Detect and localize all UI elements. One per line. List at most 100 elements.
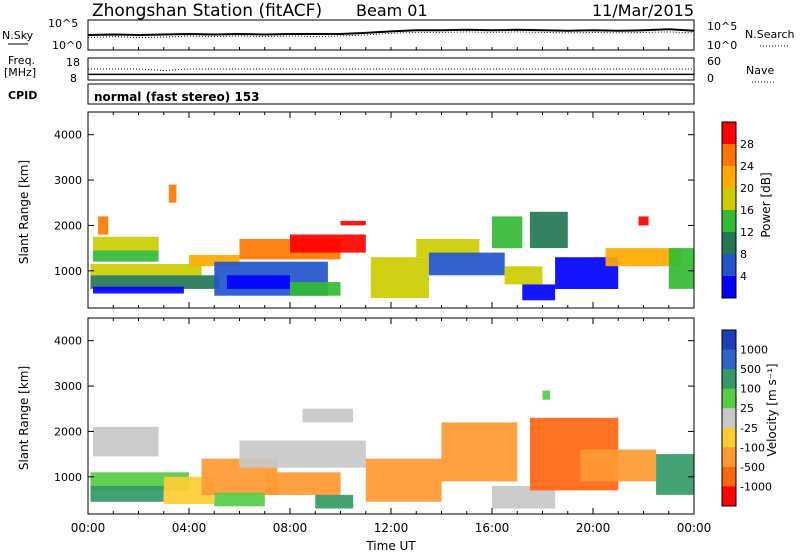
power-colorbar-swatch — [722, 232, 736, 255]
velocity-colorbar-tick: 1000 — [740, 344, 768, 357]
power-region — [93, 250, 159, 262]
power-region — [290, 234, 366, 253]
power-colorbar-label: Power [dB] — [759, 172, 773, 237]
noise-series-search — [87, 31, 695, 39]
power-region — [93, 236, 159, 251]
velocity-region — [214, 492, 265, 507]
time-xtick-label: 04:00 — [172, 521, 207, 535]
noise-right-tick-top: 10^5 — [707, 20, 737, 33]
power-ylabel: Slant Range [km] — [17, 160, 31, 264]
cpid-panel: CPID normal (fast stereo) 153 — [8, 83, 695, 105]
freq-left-tick-bottom: 8 — [70, 72, 77, 85]
power-region — [416, 239, 480, 258]
time-xtick-label: 16:00 — [475, 521, 510, 535]
power-y-axis: 1000 2000 3000 4000 — [54, 112, 695, 308]
velocity-colorbar-label: Velocity [m s⁻¹] — [765, 363, 779, 456]
power-colorbar-swatch — [722, 254, 736, 277]
time-xtick-label: 12:00 — [374, 521, 409, 535]
velocity-region — [302, 408, 354, 423]
power-colorbar-swatch — [722, 276, 736, 299]
freq-left-tick-top: 18 — [66, 56, 80, 69]
velocity-colorbar-tick: -100 — [740, 441, 765, 454]
power-region — [98, 216, 109, 235]
power-region — [189, 254, 240, 267]
freq-right-label: Nave — [746, 64, 774, 77]
time-xtick-label: 00:00 — [71, 521, 106, 535]
velocity-ytick-label: 4000 — [54, 335, 82, 348]
freq-left-label-2: [MHz] — [4, 66, 36, 79]
velocity-colorbar-tick: -500 — [740, 461, 765, 474]
velocity-y-axis: 1000 2000 3000 4000 — [54, 318, 695, 514]
velocity-colorbar-swatch — [722, 427, 736, 448]
station-title: Zhongshan Station (fitACF) — [92, 1, 322, 21]
frequency-series-group — [88, 68, 694, 76]
velocity-region — [492, 485, 556, 509]
date-label: 11/Mar/2015 — [592, 1, 694, 20]
power-colorbar: 28 24 20 16 12 8 4 — [721, 121, 754, 299]
velocity-colorbar-swatch — [722, 388, 736, 409]
noise-panel: N.Sky 10^5 10^0 10^5 10^0 N.Search — [2, 17, 795, 52]
power-region — [226, 275, 290, 289]
cpid-panel-frame — [87, 83, 695, 105]
freq-right-tick-bottom: 0 — [707, 72, 714, 85]
noise-series-group — [87, 28, 695, 50]
power-heatmap — [90, 184, 695, 301]
time-xtick-label: 20:00 — [576, 521, 611, 535]
velocity-colorbar-swatch — [722, 330, 736, 351]
power-region — [668, 248, 695, 289]
power-colorbar-swatch — [722, 122, 736, 145]
cpid-value: normal (fast stereo) 153 — [94, 90, 260, 104]
velocity-colorbar-frame — [721, 329, 737, 507]
beam-label: Beam 01 — [356, 1, 428, 20]
velocity-region — [580, 449, 657, 482]
velocity-region — [441, 422, 518, 482]
power-colorbar-frame — [721, 121, 737, 299]
freq-right-tick-top: 60 — [707, 55, 721, 68]
power-colorbar-tick: 16 — [740, 204, 754, 217]
freq-left-label-1: Freq. — [8, 54, 35, 67]
time-xtick-label: 08:00 — [273, 521, 308, 535]
velocity-region — [239, 440, 366, 468]
power-ytick-label: 4000 — [54, 129, 82, 142]
velocity-ytick-label: 3000 — [54, 380, 82, 393]
noise-left-tick-bottom: 10^0 — [52, 39, 82, 52]
power-region — [504, 266, 543, 285]
velocity-region — [264, 472, 341, 495]
power-region — [290, 282, 341, 296]
velocity-colorbar-tick: -25 — [740, 422, 758, 435]
power-ytick-label: 2000 — [54, 219, 82, 232]
power-region — [428, 252, 505, 276]
velocity-colorbar-tick: -1000 — [740, 480, 772, 493]
power-region — [340, 220, 366, 226]
power-colorbar-tick: 8 — [740, 248, 747, 261]
power-region — [168, 184, 177, 203]
velocity-colorbar-swatch — [722, 349, 736, 370]
power-region — [93, 286, 184, 294]
time-xtick-label: 00:00 — [677, 521, 712, 535]
velocity-region — [365, 458, 442, 502]
power-colorbar-tick: 28 — [740, 138, 754, 151]
velocity-region — [542, 390, 551, 400]
velocity-region — [315, 494, 354, 509]
velocity-ylabel: Slant Range [km] — [17, 366, 31, 470]
power-region — [605, 248, 682, 267]
velocity-region — [656, 454, 694, 495]
time-xlabel: Time UT — [365, 539, 416, 553]
noise-left-label: N.Sky — [2, 29, 34, 42]
velocity-heatmap — [90, 390, 694, 509]
velocity-colorbar-swatch — [722, 466, 736, 487]
power-colorbar-tick: 20 — [740, 182, 754, 195]
freq-series-nave — [88, 68, 694, 72]
velocity-ytick-label: 1000 — [54, 471, 82, 484]
power-colorbar-swatch — [722, 210, 736, 233]
velocity-region — [90, 485, 164, 502]
power-region — [492, 216, 523, 249]
noise-right-label: N.Search — [745, 28, 795, 41]
velocity-region — [93, 426, 159, 457]
time-x-axis: 00:00 04:00 08:00 12:00 16:00 20:00 00:00 — [71, 521, 712, 535]
velocity-colorbar-swatch — [722, 369, 736, 390]
frequency-panel: Freq. [MHz] 18 8 60 0 Nave — [4, 54, 775, 85]
power-region — [90, 264, 202, 276]
velocity-colorbar-tick: 500 — [740, 363, 761, 376]
